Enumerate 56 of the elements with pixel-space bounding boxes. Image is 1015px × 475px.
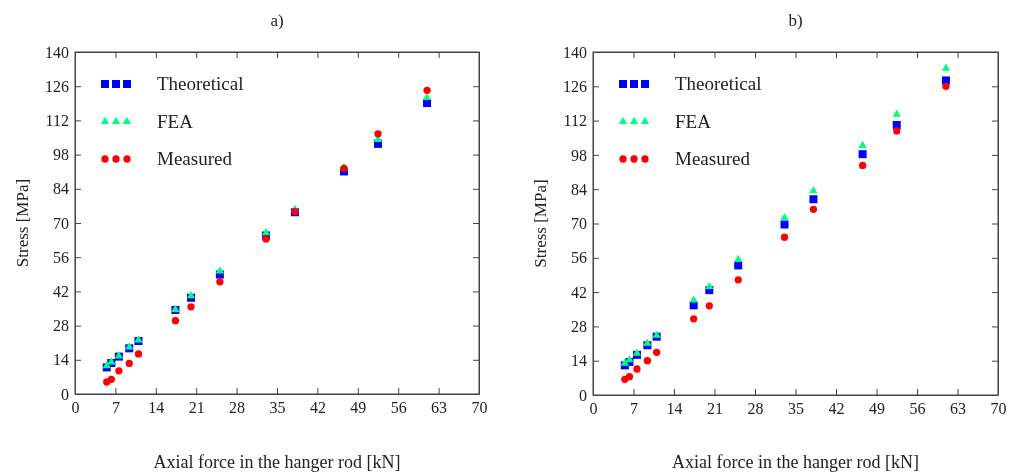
y-tick-label: 42: [53, 283, 69, 301]
y-tick-label: 126: [45, 77, 69, 95]
y-tick-label: 0: [579, 386, 587, 404]
x-tick-label: 56: [390, 399, 407, 417]
y-tick-label: 56: [571, 249, 587, 267]
x-tick-label: 7: [630, 400, 638, 418]
y-tick-label: 112: [563, 112, 587, 130]
x-tick-label: 14: [148, 399, 165, 417]
y-tick-label: 140: [45, 43, 69, 61]
x-tick-label: 14: [666, 400, 683, 418]
legend-label: FEA: [675, 110, 712, 132]
y-tick-label: 28: [571, 318, 587, 336]
y-tick-label: 84: [571, 180, 587, 198]
x-tick-label: 56: [909, 400, 926, 418]
x-tick-label: 63: [431, 399, 448, 417]
legend-label: FEA: [157, 110, 194, 132]
y-axis-title: Stress [MPa]: [13, 178, 32, 268]
y-axis-title: Stress [MPa]: [531, 179, 550, 268]
x-tick-label: 0: [589, 400, 598, 418]
y-tick-label: 14: [53, 351, 69, 369]
legend-label: Theoretical: [675, 73, 762, 94]
x-tick-label: 42: [828, 400, 845, 418]
y-tick-label: 98: [571, 146, 587, 164]
x-tick-label: 70: [990, 400, 1007, 418]
y-tick-label: 98: [53, 146, 69, 164]
y-tick-label: 14: [571, 352, 587, 370]
chart-title: b): [788, 11, 803, 30]
x-tick-label: 70: [471, 399, 488, 417]
x-tick-label: 28: [229, 399, 246, 417]
y-tick-label: 84: [53, 180, 69, 198]
y-tick-label: 42: [571, 283, 587, 301]
y-tick-label: 126: [563, 77, 587, 95]
x-tick-label: 21: [188, 399, 205, 417]
legend-label: Theoretical: [157, 73, 244, 94]
legend-label: Measured: [675, 148, 751, 169]
x-tick-label: 35: [788, 400, 804, 418]
x-axis-title: Axial force in the hanger rod [kN]: [672, 452, 919, 472]
y-tick-label: 0: [61, 385, 69, 403]
y-tick-label: 70: [53, 214, 69, 232]
chart-title: a): [270, 11, 284, 30]
x-axis-title: Axial force in the hanger rod [kN]: [153, 452, 401, 472]
x-tick-label: 7: [111, 399, 120, 417]
x-tick-label: 21: [707, 400, 723, 418]
y-tick-label: 70: [571, 215, 587, 233]
x-tick-label: 49: [869, 400, 885, 418]
y-tick-label: 28: [53, 317, 69, 335]
x-tick-label: 42: [309, 399, 326, 417]
y-tick-label: 140: [563, 43, 587, 61]
x-tick-label: 28: [747, 400, 764, 418]
x-tick-label: 35: [269, 399, 286, 417]
x-tick-label: 63: [950, 400, 966, 418]
y-tick-label: 56: [53, 248, 69, 266]
x-tick-label: 0: [71, 399, 80, 417]
x-tick-label: 49: [350, 399, 367, 417]
legend-label: Measured: [157, 148, 233, 169]
y-tick-label: 112: [45, 112, 69, 130]
